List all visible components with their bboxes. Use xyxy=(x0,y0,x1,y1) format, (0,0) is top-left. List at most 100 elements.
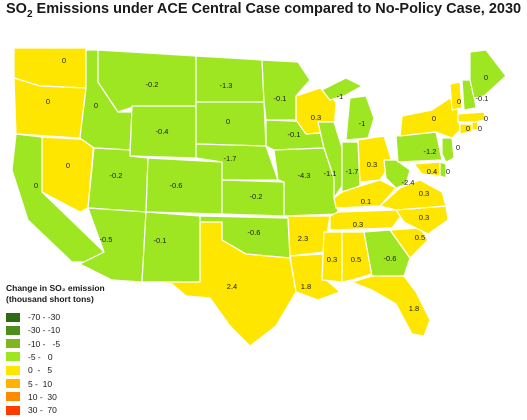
legend-item: 30 - 70 xyxy=(6,405,57,415)
state-value-mo: -4.3 xyxy=(298,171,311,180)
legend-item: 5 - 10 xyxy=(6,379,52,389)
map-title: SO2 Emissions under ACE Central Case com… xyxy=(6,1,522,20)
state-sc xyxy=(389,227,429,259)
state-value-oh: 0.3 xyxy=(367,160,377,169)
state-value-sd: 0 xyxy=(226,117,230,126)
state-value-la: 1.8 xyxy=(301,282,311,291)
state-value-va: 0.3 xyxy=(419,189,429,198)
state-ma xyxy=(457,111,487,123)
state-va xyxy=(379,179,447,211)
legend-label: 0 - 5 xyxy=(28,365,53,376)
state-value-nm: -0.1 xyxy=(154,236,167,245)
legend-label: -10 - -5 xyxy=(28,338,61,349)
state-ct xyxy=(459,123,473,135)
legend-label: -70 - -30 xyxy=(28,312,61,322)
state-value-wa: 0 xyxy=(62,56,66,65)
state-value-ma: 0 xyxy=(484,114,488,123)
state-value-mi: -1 xyxy=(359,119,366,128)
state-ar xyxy=(283,215,331,257)
state-value-il: -1.1 xyxy=(324,169,337,178)
state-value-ct: 0 xyxy=(466,124,470,133)
state-al xyxy=(341,231,373,283)
state-value-ut: -0.2 xyxy=(110,171,123,180)
state-nj xyxy=(441,137,455,163)
state-value-al: 0.5 xyxy=(351,255,361,264)
state-mi_up xyxy=(321,77,363,101)
state-ky xyxy=(333,179,397,209)
legend-label: 30 - 70 xyxy=(28,405,57,416)
legend-swatch xyxy=(6,392,20,402)
state-value-co: -0.6 xyxy=(170,181,183,190)
state-value-ar: 2.3 xyxy=(298,234,308,243)
state-value-nj: 0 xyxy=(456,143,460,152)
state-value-ny: 0 xyxy=(432,114,436,123)
state-value-de: 0 xyxy=(446,167,450,176)
state-value-pa: -1.2 xyxy=(424,147,437,156)
state-value-ms: 0.3 xyxy=(327,255,337,264)
state-value-az: -0.5 xyxy=(100,235,113,244)
legend-swatch xyxy=(6,352,20,362)
state-value-in: -1.7 xyxy=(346,167,359,176)
legend-label: 10 - 30 xyxy=(28,391,57,402)
state-tn xyxy=(329,209,405,231)
legend-title: Change in SO₂ emission (thousand short t… xyxy=(6,283,105,304)
state-value-nv: 0 xyxy=(66,161,70,170)
state-value-id: 0 xyxy=(94,101,98,110)
state-value-sc: 0.5 xyxy=(415,233,425,242)
legend-swatch xyxy=(6,365,20,375)
state-value-wi: 0.3 xyxy=(311,113,321,122)
legend-swatch xyxy=(6,379,20,388)
state-mi xyxy=(345,95,375,141)
state-vt xyxy=(449,81,463,111)
state-nd xyxy=(195,55,265,103)
state-value-ks: -0.2 xyxy=(250,192,263,201)
state-or xyxy=(13,77,87,139)
state-value-ia: -0.1 xyxy=(288,130,301,139)
legend-item: -10 - -5 xyxy=(6,339,60,349)
state-value-vt: 0 xyxy=(457,97,461,106)
state-value-me: 0 xyxy=(484,73,488,82)
state-value-nd: -1.3 xyxy=(220,81,233,90)
state-value-ok: -0.6 xyxy=(248,228,261,237)
state-de xyxy=(439,161,447,179)
state-value-wv: -2.4 xyxy=(402,178,415,187)
state-value-tn: 0.3 xyxy=(353,220,363,229)
legend-swatch xyxy=(6,312,20,322)
legend-item: 10 - 30 xyxy=(6,392,57,402)
legend-item: -5 - 0 xyxy=(6,352,53,362)
state-value-ca: 0 xyxy=(34,181,38,190)
state-value-ky: 0.1 xyxy=(361,197,371,206)
legend-item: -70 - -30 xyxy=(6,312,60,322)
state-tx xyxy=(149,221,297,347)
state-value-md: 0.4 xyxy=(427,167,437,176)
legend-label: -5 - 0 xyxy=(28,351,53,362)
state-value-mi_up: -1 xyxy=(337,92,344,101)
state-fl xyxy=(351,275,431,337)
legend-item: 0 - 5 xyxy=(6,365,52,375)
state-value-ga: -0.6 xyxy=(384,254,397,263)
legend-swatch xyxy=(6,325,20,335)
legend-label: 5 - 10 xyxy=(28,378,53,389)
state-ut xyxy=(87,147,149,213)
legend-item: -30 - -10 xyxy=(6,325,60,335)
state-value-mn: -0.1 xyxy=(274,94,287,103)
state-il xyxy=(317,121,343,199)
state-value-ri: 0 xyxy=(478,124,482,133)
state-nm xyxy=(141,211,201,283)
state-value-mt: -0.2 xyxy=(146,80,159,89)
legend-swatch xyxy=(6,405,20,415)
state-value-or: 0 xyxy=(46,97,50,106)
legend-swatch xyxy=(6,339,20,349)
state-me xyxy=(469,49,507,99)
state-value-tx: 2.4 xyxy=(227,282,237,291)
state-value-fl: 1.8 xyxy=(409,304,419,313)
state-co xyxy=(145,157,223,215)
state-value-nc: 0.3 xyxy=(419,213,429,222)
state-sd xyxy=(195,101,267,147)
legend-label: -30 - -10 xyxy=(28,325,61,336)
state-wv xyxy=(383,159,411,189)
state-value-nh: -0.1 xyxy=(476,94,489,103)
state-value-ne: -1.7 xyxy=(224,154,237,163)
state-ga xyxy=(363,229,411,277)
